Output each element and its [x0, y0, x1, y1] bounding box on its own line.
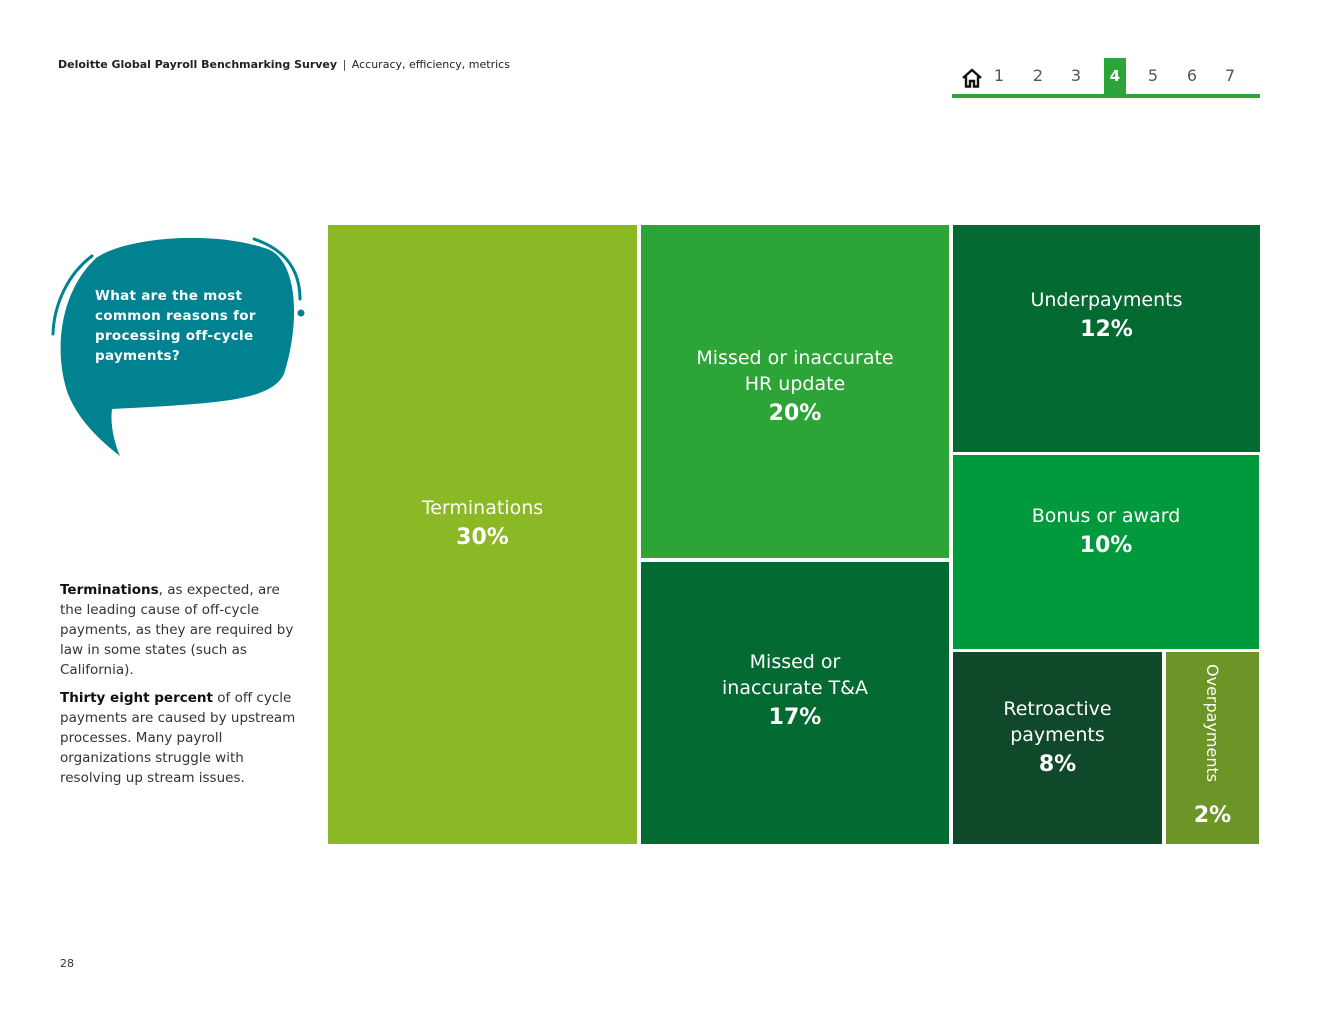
tile-value: 30% [456, 525, 509, 550]
tile-terminations: Terminations 30% [328, 225, 637, 844]
tile-bonus-or-award: Bonus or award 10% [953, 455, 1259, 649]
nav-page-7[interactable]: 7 [1224, 66, 1236, 85]
tile-value: 8% [1038, 751, 1077, 777]
tile-content: Underpayments 12% [1030, 287, 1182, 342]
tile-underpayments: Underpayments 12% [953, 225, 1260, 452]
tile-label: Terminations [421, 497, 544, 519]
tile-content: Terminations 30% [422, 495, 543, 550]
nav-page-3[interactable]: 3 [1070, 66, 1082, 85]
tile-value: 17% [768, 704, 822, 730]
nav-page-2[interactable]: 2 [1032, 66, 1044, 85]
tile-value: 20% [768, 401, 822, 426]
tile-content: Bonus or award 10% [1032, 503, 1181, 558]
question-text: What are the most common reasons for pro… [95, 288, 256, 364]
nav-page-1[interactable]: 1 [993, 66, 1005, 85]
tile-value: 10% [1079, 532, 1133, 558]
commentary: Terminations, as expected, are the leadi… [60, 580, 305, 796]
page-navigation: 1 2 3 4 5 6 7 [952, 58, 1260, 98]
tile-overpayments: Overpayments 2% [1166, 652, 1259, 844]
survey-title: Deloitte Global Payroll Benchmarking Sur… [58, 58, 338, 71]
tile-label: Bonus or award [1031, 504, 1181, 527]
tile-content: Missed or inaccurate T&A 17% [722, 649, 868, 730]
tile-label: Overpayments [1203, 664, 1222, 783]
nav-page-4[interactable]: 4 [1104, 58, 1126, 94]
tile-retroactive-payments: Retroactive payments 8% [953, 652, 1162, 844]
home-icon[interactable] [961, 67, 983, 89]
tile-value: 12% [1080, 317, 1133, 342]
tile-label: Underpayments [1030, 289, 1183, 311]
tile-label: Retroactive payments [1003, 697, 1112, 746]
note-terminations: Terminations, as expected, are the leadi… [60, 580, 305, 680]
report-header: Deloitte Global Payroll Benchmarking Sur… [58, 58, 510, 71]
section-subtitle: Accuracy, efficiency, metrics [351, 58, 510, 71]
nav-page-6[interactable]: 6 [1186, 66, 1198, 85]
note-terminations-bold: Terminations [60, 582, 159, 598]
tile-value: 2% [1193, 803, 1232, 828]
tile-missed-or-inaccurate-hr-update: Missed or inaccurate HR update 20% [641, 225, 949, 558]
question-bubble: What are the most common reasons for pro… [48, 234, 308, 460]
tile-label: Missed or inaccurate HR update [696, 347, 894, 395]
header-separator: | [342, 58, 347, 71]
note-upstream: Thirty eight percent of off cycle paymen… [60, 688, 305, 788]
nav-page-5[interactable]: 5 [1147, 66, 1159, 85]
tile-label: Missed or inaccurate T&A [722, 650, 868, 699]
tile-content: Missed or inaccurate HR update 20% [696, 345, 893, 426]
note-terminations-text: , as expected, are the leading cause of … [60, 582, 294, 678]
note-upstream-bold: Thirty eight percent [60, 690, 213, 706]
tile-missed-or-inaccurate-t-a: Missed or inaccurate T&A 17% [641, 562, 949, 844]
page-number: 28 [60, 957, 74, 970]
tile-content: Retroactive payments 8% [1003, 696, 1111, 777]
note-upstream-text: of off cycle payments are caused by upst… [60, 690, 296, 786]
